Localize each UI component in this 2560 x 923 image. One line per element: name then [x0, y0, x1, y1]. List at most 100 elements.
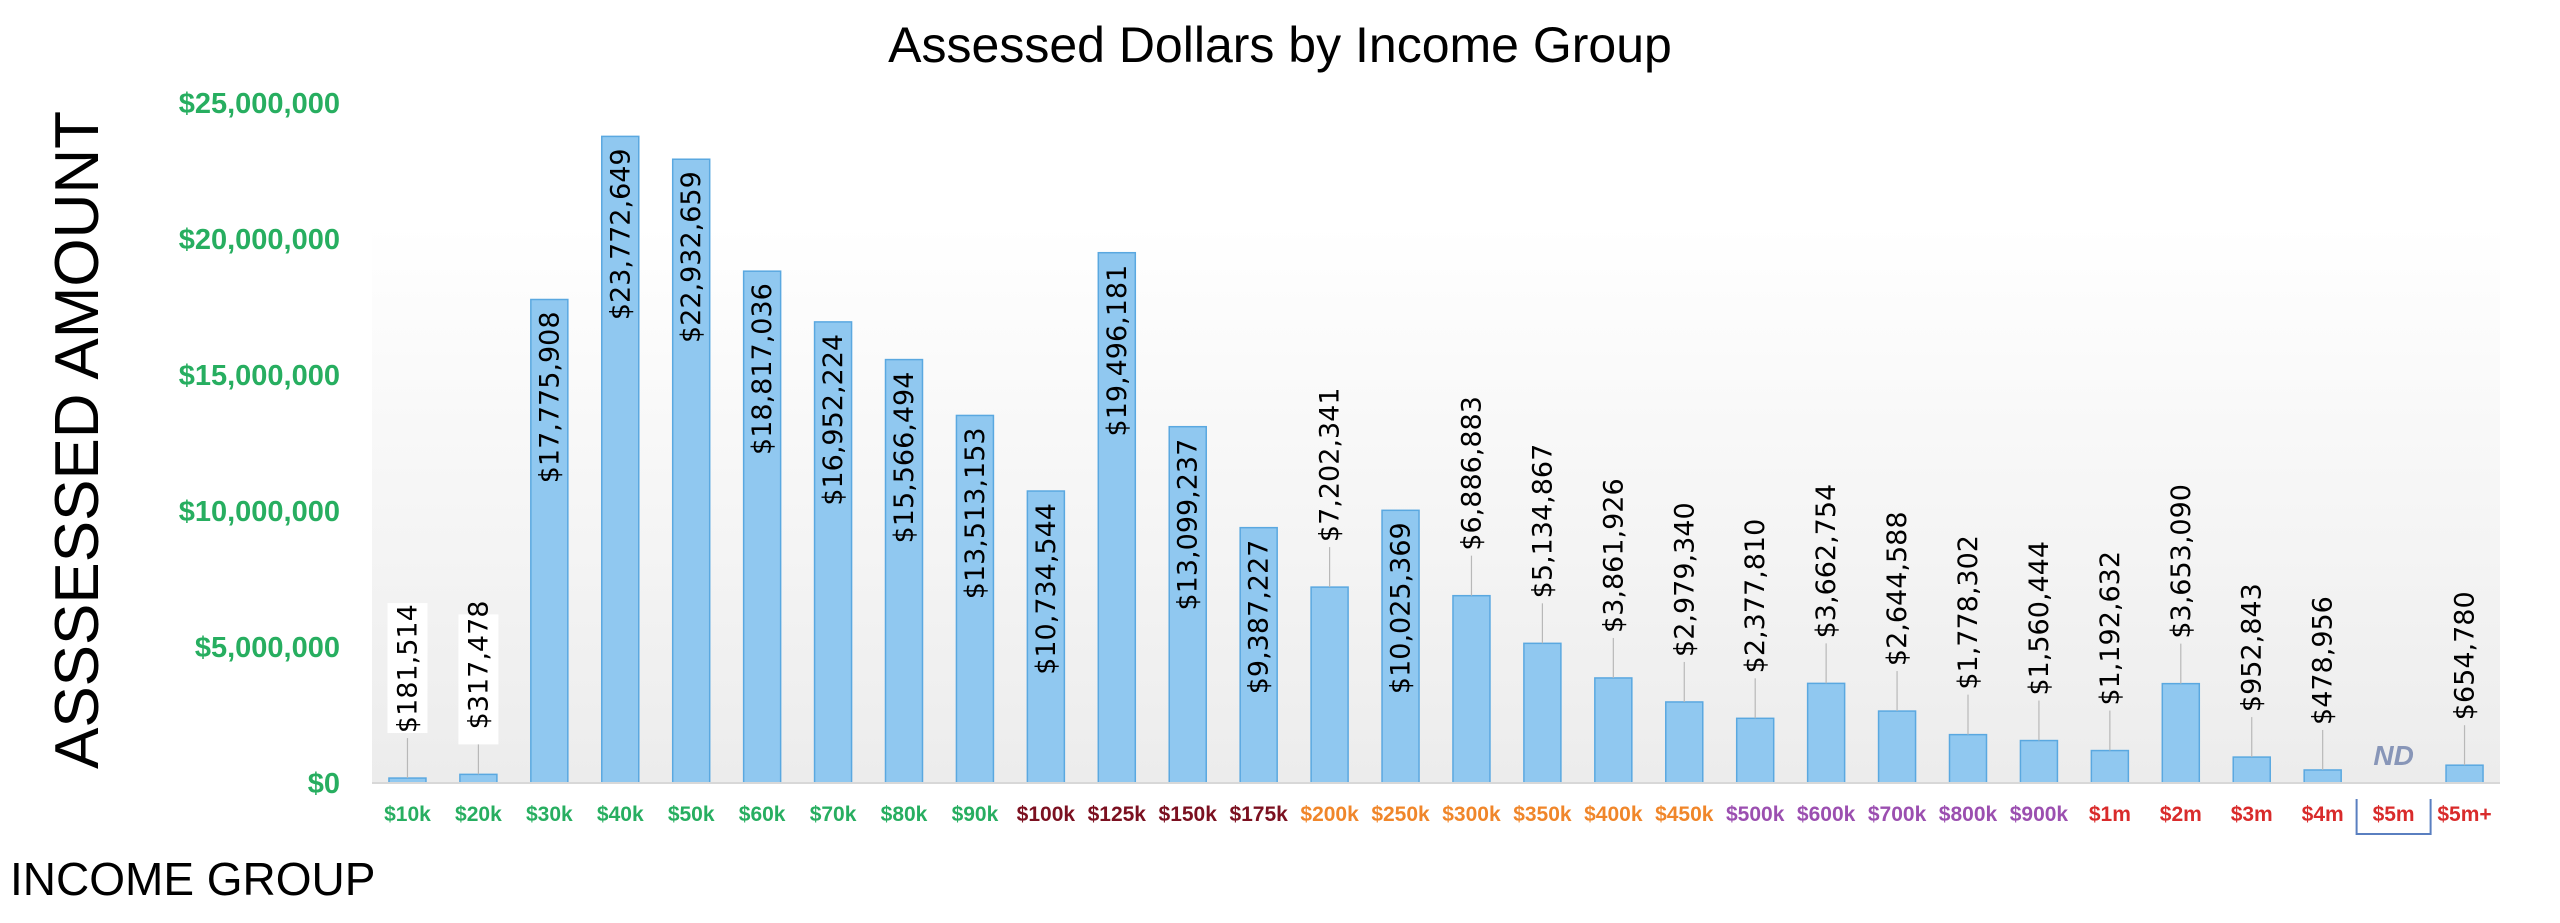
bar [2445, 764, 2484, 784]
bar [459, 773, 498, 784]
x-tick-label: $5m [2373, 803, 2415, 826]
x-tick-label: $40k [597, 803, 644, 826]
x-tick-label: $10k [384, 803, 431, 826]
x-tick-label: $70k [810, 803, 857, 826]
y-tick-label: $0 [308, 768, 340, 800]
data-label: $9,387,227 [1244, 540, 1275, 695]
data-label: $23,772,649 [605, 148, 636, 320]
x-tick-label: $5m+ [2437, 803, 2491, 826]
x-tick-label: $800k [1939, 803, 1998, 826]
x-tick-label: $30k [526, 803, 573, 826]
x-tick-label: $3m [2231, 803, 2273, 826]
data-label: $6,886,883 [1456, 396, 1487, 551]
bar [2161, 682, 2201, 784]
y-tick-label: $5,000,000 [195, 632, 340, 664]
label-background [387, 603, 428, 734]
data-label: $2,979,340 [1669, 502, 1700, 657]
data-label: $3,861,926 [1598, 478, 1629, 633]
bar [1381, 509, 1420, 784]
bar [1665, 701, 1704, 784]
data-label: $16,952,224 [818, 334, 849, 506]
highlight-box [2355, 799, 2432, 835]
bar [1594, 677, 1633, 784]
data-label: $2,644,588 [1882, 511, 1913, 666]
data-labels: $181,514 $317,478 $17,775,908 $23,772,649 $2… [387, 148, 2481, 779]
y-axis-label: ASSSESSED AMOUNT [43, 111, 112, 769]
label-background [458, 614, 499, 745]
data-label: $1,778,302 [1953, 535, 1984, 690]
x-tick-label: $2m [2160, 803, 2202, 826]
data-label: $1,192,632 [2095, 551, 2126, 706]
bar [1735, 717, 1775, 784]
x-tick-label: $80k [881, 803, 928, 826]
chart-title: Assessed Dollars by Income Group [888, 17, 1672, 73]
x-tick-label: $150k [1159, 803, 1218, 826]
data-label: $478,956 [2308, 596, 2339, 725]
x-axis-label: INCOME GROUP [10, 853, 375, 905]
bar [1523, 642, 1562, 784]
bar [1239, 526, 1278, 784]
x-tick-label: $200k [1300, 803, 1359, 826]
y-tick-label: $15,000,000 [179, 360, 340, 392]
x-tick-label: $60k [739, 803, 786, 826]
bar [2090, 749, 2130, 784]
bar [1806, 682, 1846, 784]
bar [1168, 425, 1207, 784]
x-tick-label: $350k [1513, 803, 1572, 826]
data-label: $10,025,369 [1386, 522, 1417, 694]
x-tick-label: $600k [1797, 803, 1856, 826]
x-tick-label: $400k [1584, 803, 1643, 826]
bar [1452, 594, 1491, 784]
y-tick-label: $10,000,000 [179, 496, 340, 528]
y-tick-label: $25,000,000 [179, 88, 340, 120]
data-label: $2,377,810 [1740, 519, 1771, 674]
data-label: $18,817,036 [747, 283, 778, 455]
data-label: $654,780 [2450, 591, 2481, 720]
bar [2303, 769, 2342, 784]
bar [884, 358, 924, 784]
no-data-label: ND [2373, 740, 2413, 771]
bar [530, 298, 569, 784]
x-tick-label: $300k [1442, 803, 1501, 826]
data-label: $5,134,867 [1527, 444, 1558, 599]
x-axis-ticks: $10k $20k $30k $40k $50k $60k $70k $80k $90k $100… [384, 799, 2492, 835]
bar [1310, 586, 1349, 784]
data-label: $3,653,090 [2166, 484, 2197, 639]
x-tick-label: $700k [1868, 803, 1927, 826]
x-tick-label: $250k [1371, 803, 1430, 826]
x-tick-label: $500k [1726, 803, 1785, 826]
x-tick-label: $20k [455, 803, 502, 826]
x-tick-label: $900k [2010, 803, 2069, 826]
data-label: $17,775,908 [534, 311, 565, 483]
data-label: $1,560,444 [2024, 541, 2055, 696]
bar [2232, 756, 2271, 784]
x-tick-label: $125k [1088, 803, 1147, 826]
x-tick-label: $90k [952, 803, 999, 826]
bar [742, 270, 782, 784]
data-label: $952,843 [2237, 583, 2268, 712]
bar [1948, 733, 1988, 784]
data-label: $7,202,341 [1315, 388, 1346, 543]
bar [813, 321, 853, 784]
data-label: $10,734,544 [1031, 503, 1062, 675]
bar [2019, 739, 2059, 784]
bars [388, 135, 2484, 784]
data-label: $13,099,237 [1173, 439, 1204, 611]
bar [601, 135, 640, 784]
plot-background [372, 225, 2500, 783]
data-label: $3,662,754 [1811, 484, 1842, 639]
data-label: $22,932,659 [676, 171, 707, 343]
y-tick-label: $20,000,000 [179, 224, 340, 256]
x-tick-label: $100k [1017, 803, 1076, 826]
x-tick-label: $50k [668, 803, 715, 826]
data-label: $13,513,153 [960, 427, 991, 599]
x-tick-label: $175k [1229, 803, 1288, 826]
y-axis-ticks: $0 $5,000,000 $10,000,000 $15,000,000 $20,00… [179, 88, 340, 800]
x-tick-label: $1m [2089, 803, 2131, 826]
data-label: $15,566,494 [889, 372, 920, 544]
data-label: $317,478 [463, 601, 494, 730]
data-label: $19,496,181 [1102, 265, 1133, 437]
data-label: $181,514 [392, 604, 423, 733]
